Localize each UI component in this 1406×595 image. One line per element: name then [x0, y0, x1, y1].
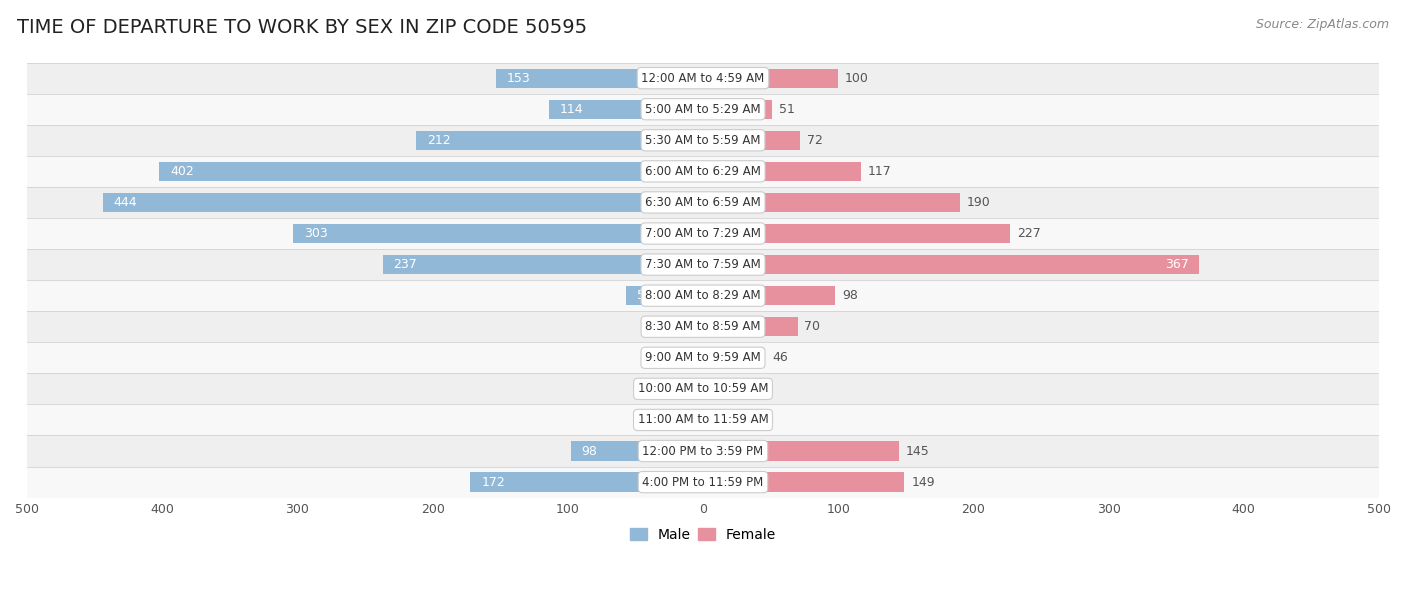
Text: 0: 0 [707, 414, 716, 427]
Text: 11: 11 [665, 383, 682, 395]
Bar [703, 348, 765, 368]
Bar [27, 93, 1379, 125]
Bar [703, 131, 800, 150]
Bar [496, 68, 703, 88]
Bar [703, 441, 898, 461]
Bar [294, 224, 703, 243]
Text: 24: 24 [648, 320, 664, 333]
Text: 57: 57 [637, 289, 652, 302]
Bar [27, 62, 1379, 93]
Text: 303: 303 [304, 227, 328, 240]
Bar [159, 162, 703, 181]
Text: 402: 402 [170, 165, 194, 178]
Bar [27, 436, 1379, 466]
Text: TIME OF DEPARTURE TO WORK BY SEX IN ZIP CODE 50595: TIME OF DEPARTURE TO WORK BY SEX IN ZIP … [17, 18, 586, 37]
Text: 114: 114 [560, 103, 583, 115]
Text: 367: 367 [1164, 258, 1188, 271]
Text: 0: 0 [690, 351, 699, 364]
Bar [27, 280, 1379, 311]
Text: 9:00 AM to 9:59 AM: 9:00 AM to 9:59 AM [645, 351, 761, 364]
Text: 98: 98 [842, 289, 858, 302]
Text: 6:30 AM to 6:59 AM: 6:30 AM to 6:59 AM [645, 196, 761, 209]
Bar [703, 317, 797, 336]
Text: 72: 72 [807, 134, 823, 147]
Bar [571, 441, 703, 461]
Bar [703, 224, 1010, 243]
Text: 11:00 AM to 11:59 AM: 11:00 AM to 11:59 AM [638, 414, 768, 427]
Text: 237: 237 [394, 258, 418, 271]
Text: 70: 70 [804, 320, 820, 333]
Bar [548, 99, 703, 119]
Text: 51: 51 [779, 103, 794, 115]
Bar [416, 131, 703, 150]
Text: 190: 190 [967, 196, 990, 209]
Text: 7:30 AM to 7:59 AM: 7:30 AM to 7:59 AM [645, 258, 761, 271]
Bar [27, 218, 1379, 249]
Bar [703, 162, 862, 181]
Text: 27: 27 [644, 414, 659, 427]
Bar [666, 411, 703, 430]
Text: 7:00 AM to 7:29 AM: 7:00 AM to 7:29 AM [645, 227, 761, 240]
Bar [27, 405, 1379, 436]
Text: 8:00 AM to 8:29 AM: 8:00 AM to 8:29 AM [645, 289, 761, 302]
Bar [703, 286, 835, 305]
Text: 46: 46 [772, 351, 787, 364]
Legend: Male, Female: Male, Female [624, 522, 782, 547]
Text: 8:30 AM to 8:59 AM: 8:30 AM to 8:59 AM [645, 320, 761, 333]
Bar [27, 156, 1379, 187]
Bar [27, 373, 1379, 405]
Text: 212: 212 [427, 134, 451, 147]
Bar [703, 255, 1199, 274]
Bar [703, 472, 904, 491]
Text: 12:00 PM to 3:59 PM: 12:00 PM to 3:59 PM [643, 444, 763, 458]
Bar [688, 379, 703, 399]
Bar [382, 255, 703, 274]
Bar [27, 249, 1379, 280]
Bar [471, 472, 703, 491]
Bar [703, 379, 723, 399]
Bar [103, 193, 703, 212]
Text: 153: 153 [508, 71, 530, 84]
Text: 444: 444 [114, 196, 138, 209]
Bar [703, 99, 772, 119]
Bar [27, 311, 1379, 342]
Bar [27, 466, 1379, 497]
Text: 172: 172 [481, 475, 505, 488]
Bar [703, 68, 838, 88]
Bar [27, 125, 1379, 156]
Bar [671, 317, 703, 336]
Bar [703, 193, 960, 212]
Text: 149: 149 [911, 475, 935, 488]
Text: 15: 15 [730, 383, 747, 395]
Text: 5:00 AM to 5:29 AM: 5:00 AM to 5:29 AM [645, 103, 761, 115]
Text: 4:00 PM to 11:59 PM: 4:00 PM to 11:59 PM [643, 475, 763, 488]
Text: 100: 100 [845, 71, 869, 84]
Bar [27, 342, 1379, 373]
Text: 227: 227 [1017, 227, 1040, 240]
Text: Source: ZipAtlas.com: Source: ZipAtlas.com [1256, 18, 1389, 31]
Text: 6:00 AM to 6:29 AM: 6:00 AM to 6:29 AM [645, 165, 761, 178]
Text: 117: 117 [868, 165, 891, 178]
Bar [626, 286, 703, 305]
Text: 5:30 AM to 5:59 AM: 5:30 AM to 5:59 AM [645, 134, 761, 147]
Text: 98: 98 [581, 444, 598, 458]
Text: 12:00 AM to 4:59 AM: 12:00 AM to 4:59 AM [641, 71, 765, 84]
Text: 10:00 AM to 10:59 AM: 10:00 AM to 10:59 AM [638, 383, 768, 395]
Text: 145: 145 [905, 444, 929, 458]
Bar [27, 187, 1379, 218]
